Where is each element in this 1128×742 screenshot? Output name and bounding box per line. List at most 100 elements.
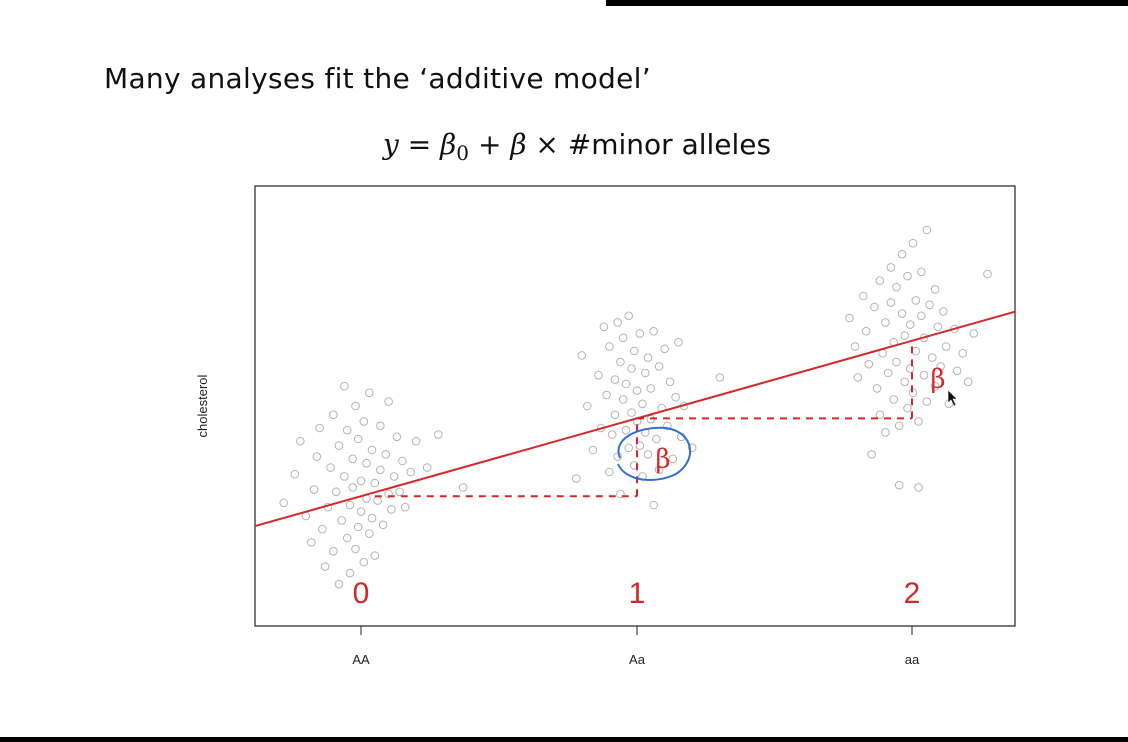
data-point — [627, 408, 636, 417]
data-point — [624, 311, 634, 321]
data-point — [329, 410, 338, 420]
data-point — [395, 487, 404, 497]
data-point — [376, 465, 385, 475]
data-point — [367, 513, 377, 523]
data-point — [933, 322, 943, 332]
data-point — [342, 533, 352, 543]
data-point — [886, 298, 896, 307]
data-point — [365, 529, 374, 538]
bottom-black-bar — [0, 737, 1128, 742]
data-point — [952, 366, 962, 376]
data-point — [649, 326, 658, 336]
data-points — [279, 225, 992, 589]
data-point — [602, 390, 611, 400]
data-point — [342, 425, 352, 435]
data-point — [356, 476, 366, 486]
data-point — [326, 463, 335, 472]
data-point — [864, 359, 874, 369]
data-point — [643, 353, 653, 362]
data-point — [337, 516, 347, 525]
data-point — [583, 401, 592, 411]
beta-label-1: β — [655, 444, 670, 474]
data-point — [632, 386, 642, 395]
data-point — [643, 450, 653, 459]
data-point — [345, 500, 355, 510]
equation-y: y — [383, 128, 399, 161]
data-point — [312, 452, 322, 461]
mouse-cursor-icon — [947, 389, 958, 407]
data-point — [886, 263, 896, 272]
data-point — [356, 507, 366, 516]
data-point — [654, 362, 664, 371]
equation-plus: + — [477, 128, 502, 161]
data-point — [629, 346, 639, 356]
data-point — [373, 496, 382, 505]
data-point — [406, 467, 416, 477]
data-point — [458, 483, 468, 492]
data-point — [881, 428, 890, 437]
slide-heading: Many analyses fit the ‘additive model’ — [104, 62, 651, 95]
data-point — [359, 557, 369, 567]
data-point — [398, 456, 407, 466]
equation-term: #minor alleles — [567, 128, 772, 161]
data-point — [351, 401, 360, 411]
data-point — [365, 388, 374, 398]
data-point — [715, 373, 725, 382]
data-point — [922, 225, 932, 235]
data-point — [660, 344, 669, 354]
data-point — [941, 342, 951, 351]
data-point — [348, 483, 358, 492]
data-point — [875, 276, 885, 285]
beta-label-2: β — [930, 364, 945, 394]
data-point — [917, 267, 926, 277]
data-point — [649, 500, 658, 510]
data-point — [340, 381, 349, 391]
data-point — [652, 434, 661, 444]
data-point — [309, 485, 319, 494]
data-point — [917, 311, 926, 321]
regression-line — [254, 310, 1016, 528]
data-point — [359, 417, 369, 426]
data-point — [353, 522, 363, 532]
x-axis: AA Aa aa — [352, 626, 920, 667]
data-point — [930, 285, 940, 294]
data-point — [911, 296, 921, 305]
data-point — [872, 384, 882, 393]
data-point — [340, 472, 349, 481]
data-point — [930, 381, 940, 391]
allele-count-label: 0 — [353, 577, 370, 610]
data-point — [345, 568, 355, 578]
data-point — [353, 434, 363, 444]
data-point — [894, 421, 904, 431]
y-axis-label: cholesterol — [195, 374, 210, 437]
data-point — [610, 375, 620, 384]
data-point — [911, 346, 921, 356]
data-point — [621, 379, 631, 389]
model-equation: y = β0 + β × #minor alleles — [383, 128, 771, 165]
data-point — [370, 551, 380, 560]
data-point — [900, 377, 910, 387]
data-point — [635, 329, 645, 338]
data-point — [624, 443, 634, 453]
data-point — [867, 450, 876, 459]
data-point — [638, 399, 647, 409]
data-point — [607, 430, 617, 439]
data-point — [307, 538, 316, 547]
data-point — [577, 351, 587, 360]
data-point — [853, 373, 863, 382]
data-point — [384, 489, 393, 499]
data-point — [883, 368, 893, 378]
data-point — [318, 524, 327, 534]
data-point — [387, 505, 396, 514]
data-point — [610, 410, 620, 420]
data-point — [315, 423, 324, 433]
data-point — [687, 443, 697, 453]
data-point — [908, 238, 918, 248]
top-black-bar — [606, 0, 1128, 6]
x-tick-label: aa — [905, 652, 920, 667]
equation-beta0-subscript: 0 — [456, 141, 470, 165]
data-point — [392, 432, 402, 442]
data-point — [905, 320, 915, 329]
data-point — [376, 421, 385, 431]
